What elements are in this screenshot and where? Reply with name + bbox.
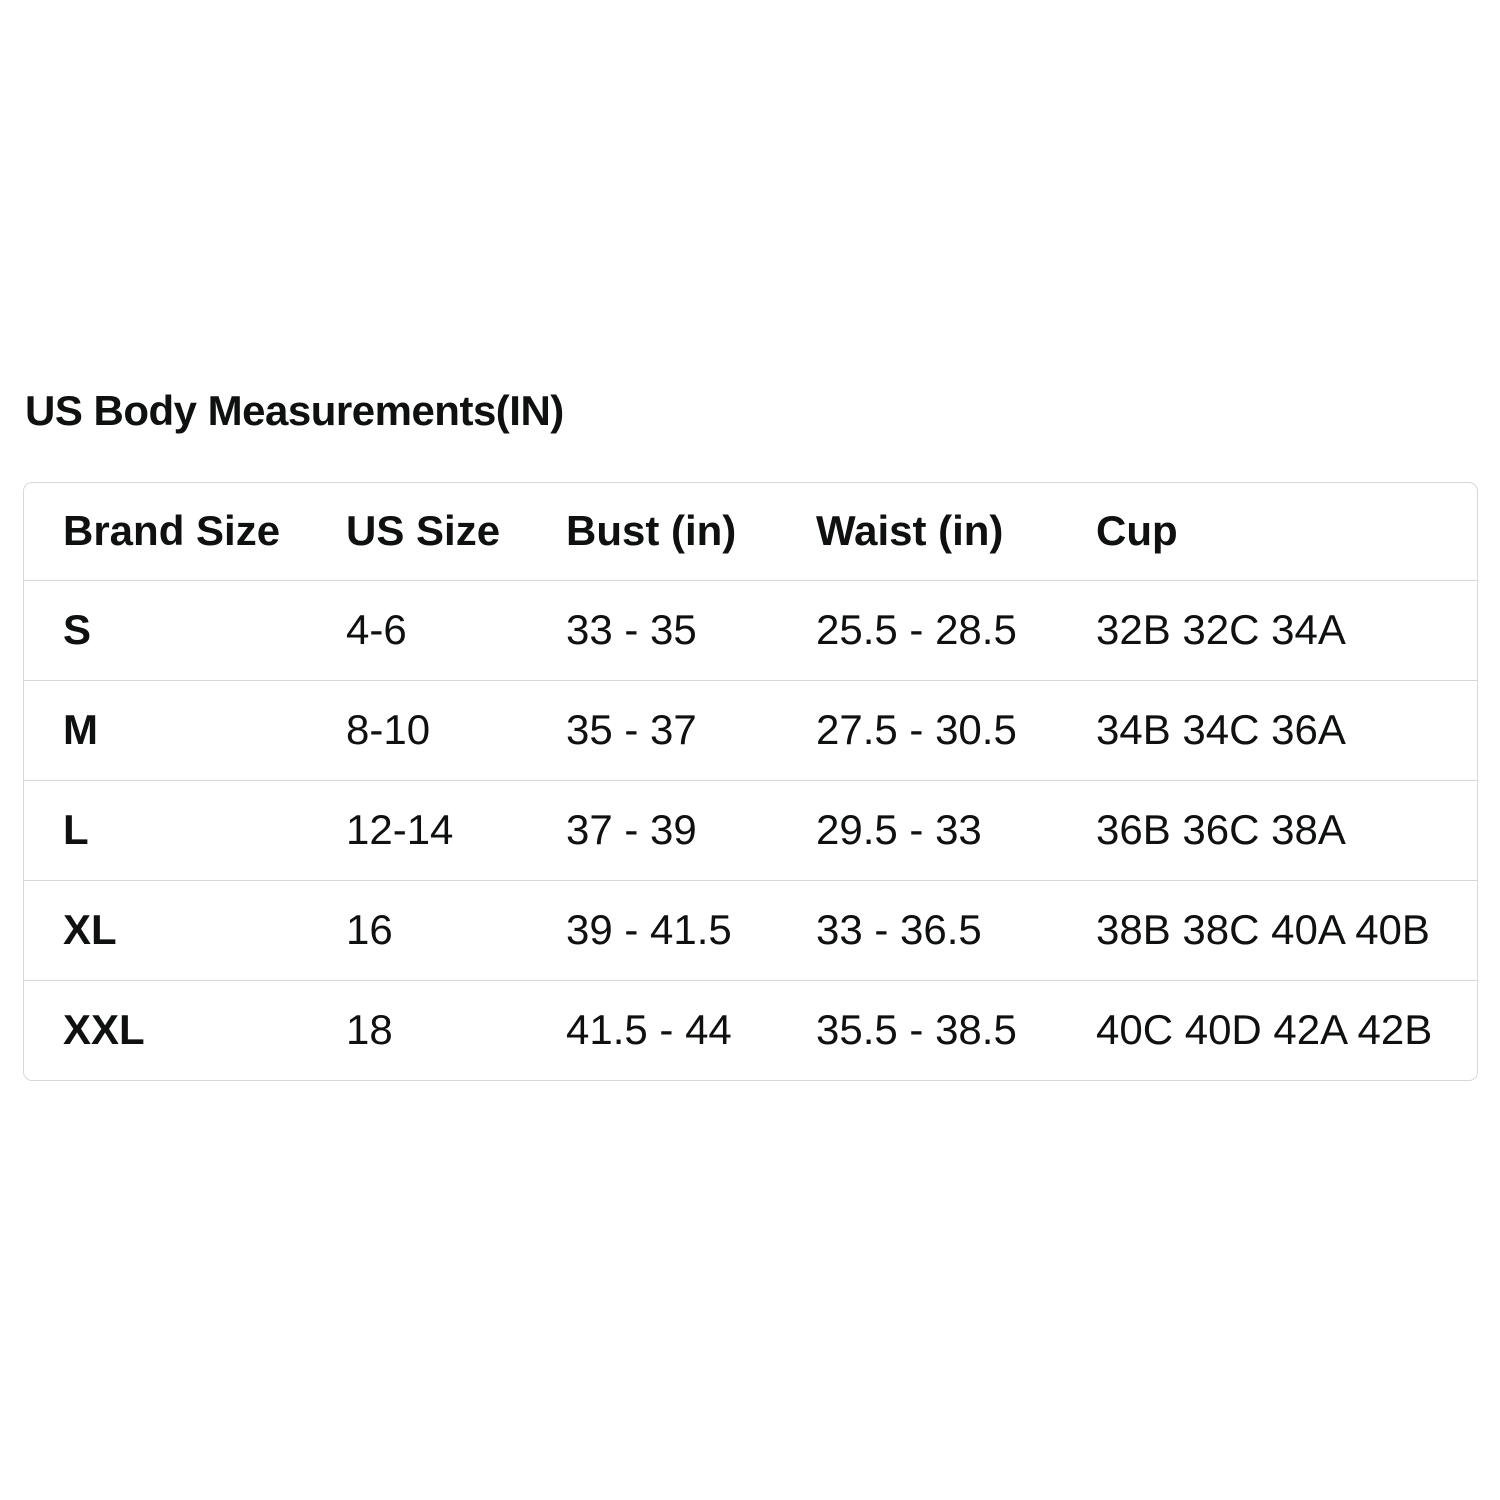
size-chart-table-card: Brand Size US Size Bust (in) Waist (in) … [23, 481, 1478, 1081]
cell-us-size: 18 [346, 1006, 393, 1053]
cell-cup: 34B 34C 36A [1096, 681, 1477, 781]
cell-brand-size: S [24, 581, 346, 681]
cell-cup: 40C 40D 42A 42B [1096, 1006, 1433, 1053]
size-chart-title: US Body Measurements(IN) [25, 387, 564, 434]
cell-bust: 33 - 35 [566, 581, 816, 681]
column-header-cup: Cup [1096, 483, 1477, 581]
table-row-l: L 12-14 37 - 39 29.5 - 33 36B 36C 38A [24, 781, 1477, 881]
column-header-waist: Waist (in) [816, 483, 1096, 581]
cell-brand-size: L [24, 781, 346, 881]
cell-brand-size: XL [24, 881, 346, 981]
cell-waist: 33 - 36.5 [816, 881, 1096, 981]
table-header-row: Brand Size US Size Bust (in) Waist (in) … [24, 483, 1477, 581]
cell-waist: 29.5 - 33 [816, 781, 1096, 881]
cell-waist: 27.5 - 30.5 [816, 681, 1096, 781]
table-row-xxl: XXL 18 41.5 - 44 35.5 - 38.5 40C 40D 42A… [24, 981, 1477, 1080]
cell-us-size: 8-10 [346, 681, 566, 781]
table-row-m: M 8-10 35 - 37 27.5 - 30.5 34B 34C 36A [24, 681, 1477, 781]
cell-bust: 37 - 39 [566, 781, 816, 881]
cell-cup: 32B 32C 34A [1096, 581, 1477, 681]
size-chart-table: Brand Size US Size Bust (in) Waist (in) … [24, 483, 1477, 1080]
column-header-us-size: US Size [346, 483, 566, 581]
cell-waist: 35.5 - 38.5 [816, 1006, 1017, 1053]
cell-us-size: 4-6 [346, 581, 566, 681]
column-header-bust: Bust (in) [566, 483, 816, 581]
table-row-s: S 4-6 33 - 35 25.5 - 28.5 32B 32C 34A [24, 581, 1477, 681]
column-header-brand-size: Brand Size [24, 483, 346, 581]
cell-us-size: 12-14 [346, 781, 566, 881]
cell-bust: 35 - 37 [566, 681, 816, 781]
cell-brand-size: XXL [63, 1006, 145, 1053]
cell-cup: 38B 38C 40A 40B [1096, 881, 1477, 981]
size-chart-section: US Body Measurements(IN) Brand Size US S… [23, 385, 1478, 1081]
cell-us-size: 16 [346, 881, 566, 981]
cell-brand-size: M [24, 681, 346, 781]
cell-waist: 25.5 - 28.5 [816, 581, 1096, 681]
cell-bust: 39 - 41.5 [566, 881, 816, 981]
table-row-xl: XL 16 39 - 41.5 33 - 36.5 38B 38C 40A 40… [24, 881, 1477, 981]
cell-cup: 36B 36C 38A [1096, 781, 1477, 881]
cell-bust: 41.5 - 44 [566, 1006, 732, 1053]
